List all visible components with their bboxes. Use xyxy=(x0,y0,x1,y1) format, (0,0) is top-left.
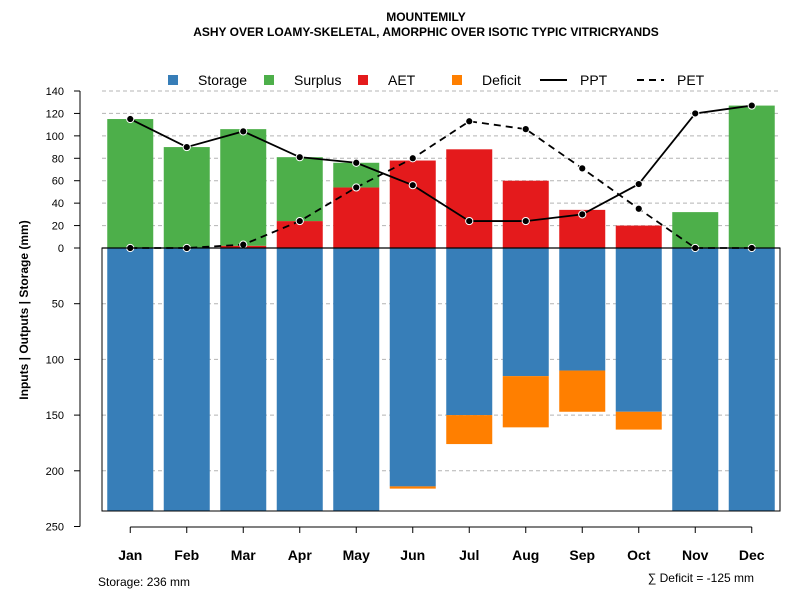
y-tick-label: 200 xyxy=(46,466,64,478)
ppt-point xyxy=(634,179,643,189)
pet-point xyxy=(465,117,474,126)
surplus-bar xyxy=(163,147,210,248)
legend-label-pet: PET xyxy=(677,72,705,88)
legend-label-ppt: PPT xyxy=(580,72,608,88)
y-tick-label: 250 xyxy=(46,522,64,534)
x-tick-label: Apr xyxy=(288,547,313,563)
deficit-bar xyxy=(559,370,606,412)
chart-subtitle: ASHY OVER LOAMY-SKELETAL, AMORPHIC OVER … xyxy=(193,25,659,39)
surplus-bar xyxy=(107,119,154,249)
x-tick-label: May xyxy=(343,547,370,563)
storage-bar xyxy=(559,248,606,371)
storage-bar xyxy=(333,248,380,511)
legend-label-surplus: Surplus xyxy=(294,72,341,88)
pet-point xyxy=(295,216,304,226)
ppt-point xyxy=(352,158,361,167)
axes: 0 20 40 60 80 100 120 140 50 100 150 200 250 Jan Feb Ma… xyxy=(46,86,781,563)
storage-bar xyxy=(446,248,493,416)
surplus-bar xyxy=(728,105,775,248)
aet-bar xyxy=(446,149,493,248)
ppt-point xyxy=(408,181,417,190)
chart-title: MOUNTEMILY xyxy=(386,10,466,24)
deficit-bar xyxy=(502,376,549,428)
legend-swatch-surplus xyxy=(264,75,274,85)
storage-bar xyxy=(220,248,267,511)
pet-point xyxy=(352,183,361,192)
x-tick-label: Jul xyxy=(459,547,479,563)
aet-bar xyxy=(276,221,323,248)
aet-bar xyxy=(615,225,662,248)
y-tick-label: 100 xyxy=(46,131,64,143)
storage-bar xyxy=(389,248,436,487)
legend-swatch-storage xyxy=(168,75,178,85)
ppt-point xyxy=(521,216,530,226)
y-tick-label: 50 xyxy=(52,299,64,311)
deficit-bar xyxy=(389,486,436,489)
ppt-point xyxy=(465,216,474,226)
y-tick-label: 150 xyxy=(46,410,64,422)
legend-swatch-deficit xyxy=(452,75,462,85)
aet-bar xyxy=(502,180,549,248)
surplus-bar xyxy=(672,212,719,248)
storage-annotation: Storage: 236 mm xyxy=(98,575,190,589)
legend-label-storage: Storage xyxy=(198,72,247,88)
ppt-point xyxy=(578,210,587,219)
x-tick-label: Dec xyxy=(739,547,765,563)
ppt-point xyxy=(182,142,191,152)
gridlines xyxy=(102,90,780,472)
x-tick-label: Aug xyxy=(512,547,539,563)
y-tick-label: 100 xyxy=(46,354,64,366)
storage-bar xyxy=(615,248,662,412)
legend-label-deficit: Deficit xyxy=(482,72,521,88)
x-tick-label: Feb xyxy=(174,547,199,563)
storage-bar xyxy=(728,248,775,511)
pet-point xyxy=(408,154,417,163)
pet-point xyxy=(521,125,530,134)
ppt-point xyxy=(295,153,304,162)
deficit-bar xyxy=(446,415,493,445)
ppt-point xyxy=(691,109,700,118)
deficit-annotation: ∑ Deficit = -125 mm xyxy=(648,571,754,585)
ppt-line xyxy=(129,104,752,222)
y-tick-label: 80 xyxy=(52,153,64,165)
y-tick-label: 120 xyxy=(46,108,64,120)
x-tick-label: Mar xyxy=(231,547,256,563)
y-tick-label: 20 xyxy=(52,221,64,233)
pet-point xyxy=(578,164,587,173)
series-lines xyxy=(126,101,756,253)
x-tick-label: Nov xyxy=(682,547,709,563)
deficit-bar xyxy=(615,411,662,430)
ppt-point xyxy=(747,101,756,110)
bars xyxy=(107,105,775,511)
legend-label-aet: AET xyxy=(388,72,416,88)
x-tick-label: Jun xyxy=(400,547,425,563)
pet-point xyxy=(634,204,643,213)
y-tick-label: 140 xyxy=(46,86,64,98)
storage-bar xyxy=(672,248,719,511)
storage-bar xyxy=(107,248,154,511)
pet-line xyxy=(130,120,752,249)
ppt-point xyxy=(126,114,135,124)
storage-bar xyxy=(276,248,323,511)
storage-bar xyxy=(163,248,210,511)
legend-swatch-aet xyxy=(358,75,368,85)
surplus-bar xyxy=(276,157,323,222)
y-axis-label: Inputs | Outputs | Storage (mm) xyxy=(17,220,31,399)
aet-bar xyxy=(389,160,436,248)
y-tick-label: 60 xyxy=(52,176,64,188)
y-tick-label: 40 xyxy=(52,198,64,210)
x-tick-label: Oct xyxy=(627,547,651,563)
surplus-bar xyxy=(220,129,267,246)
x-tick-label: Jan xyxy=(118,547,142,563)
ppt-point xyxy=(239,127,248,136)
surplus-bar xyxy=(333,162,380,188)
x-tick-label: Sep xyxy=(569,547,595,563)
pet-point xyxy=(239,240,248,249)
legend: Storage Surplus AET Deficit PPT PET xyxy=(168,72,705,88)
storage-bar xyxy=(502,248,549,377)
y-tick-label: 0 xyxy=(58,243,64,255)
